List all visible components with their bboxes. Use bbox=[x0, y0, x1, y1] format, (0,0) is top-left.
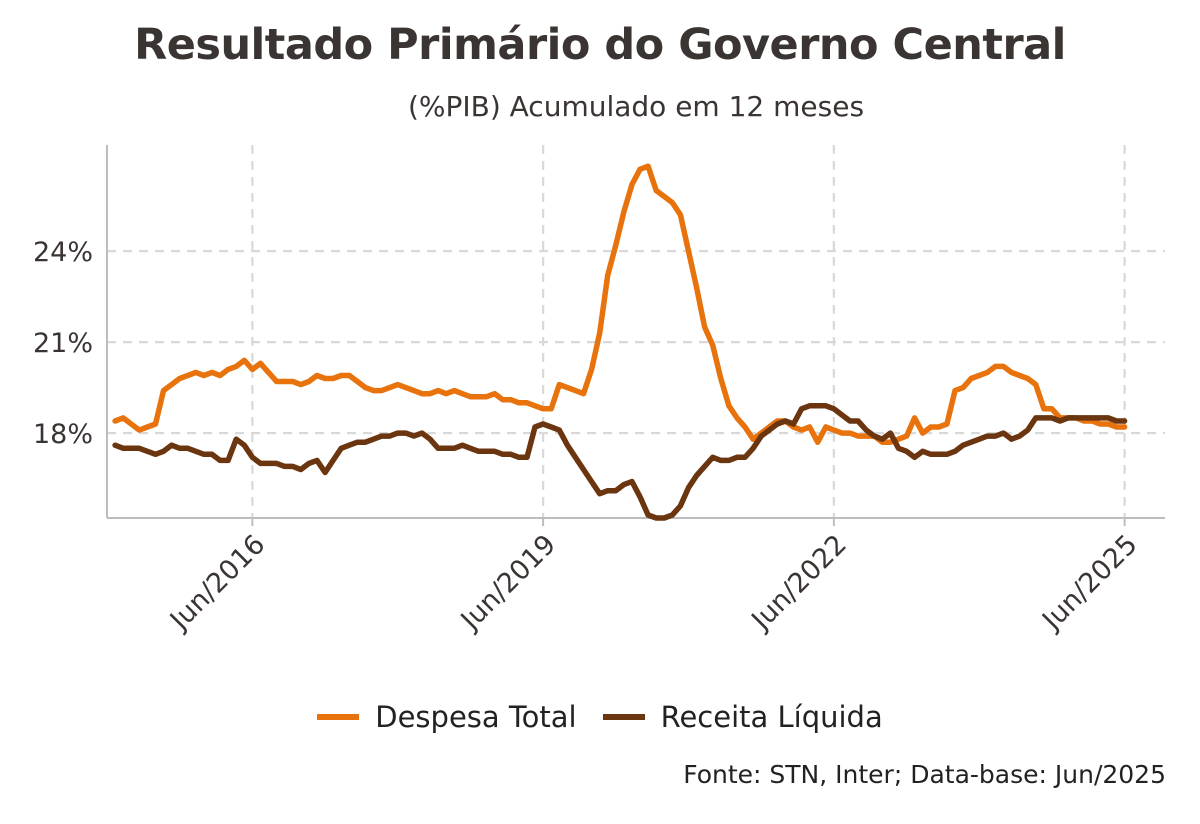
chart-title: Resultado Primário do Governo Central bbox=[134, 20, 1066, 70]
series-line-despesa-total bbox=[112, 163, 1128, 445]
y-tick-label: 24% bbox=[33, 237, 93, 268]
line-chart: 18% 21% 24% Jun/2016 Jun/2019 Jun/2022 Jun/202… bbox=[33, 145, 1165, 637]
legend-label-despesa-total: Despesa Total bbox=[375, 700, 577, 734]
legend: Despesa Total Receita Líquida bbox=[0, 700, 1200, 734]
y-tick-label: 21% bbox=[33, 328, 93, 359]
legend-label-receita-liquida: Receita Líquida bbox=[660, 700, 883, 734]
source-caption: Fonte: STN, Inter; Data-base: Jun/2025 bbox=[683, 760, 1166, 789]
axes bbox=[106, 145, 1165, 526]
legend-item-receita-liquida: Receita Líquida bbox=[602, 700, 883, 734]
series-line-receita-liquida bbox=[112, 403, 1128, 521]
x-tick-label: Jun/2016 bbox=[163, 529, 271, 637]
x-tick-label: Jun/2025 bbox=[1035, 529, 1143, 637]
x-tick-label: Jun/2022 bbox=[745, 529, 853, 637]
x-tick-label: Jun/2019 bbox=[454, 529, 562, 637]
legend-item-despesa-total: Despesa Total bbox=[317, 700, 577, 734]
series-lines bbox=[112, 163, 1128, 521]
legend-swatch-receita-liquida bbox=[602, 714, 645, 720]
chart-subtitle: (%PIB) Acumulado em 12 meses bbox=[407, 90, 865, 123]
y-tick-label: 18% bbox=[33, 419, 93, 450]
legend-swatch-despesa-total bbox=[317, 714, 360, 720]
